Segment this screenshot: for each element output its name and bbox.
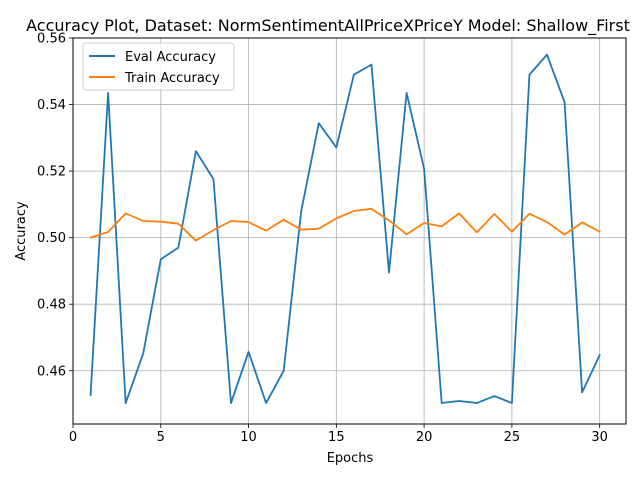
y-tick-label: 0.50 bbox=[37, 231, 66, 246]
chart-title: Accuracy Plot, Dataset: NormSentimentAll… bbox=[26, 16, 630, 36]
y-tick-label: 0.48 bbox=[37, 298, 66, 313]
series-line-eval-accuracy bbox=[89, 53, 601, 404]
x-tick-label: 5 bbox=[157, 430, 165, 445]
grid-lines bbox=[72, 37, 626, 424]
legend-box bbox=[82, 42, 235, 91]
x-tick-label: 25 bbox=[504, 430, 521, 445]
legend-label-train: Train Accuracy bbox=[124, 71, 220, 86]
x-tick-label: 30 bbox=[591, 430, 608, 445]
y-axis-label: Accuracy bbox=[14, 201, 29, 261]
plot-frame bbox=[72, 37, 627, 425]
y-tick-label: 0.54 bbox=[37, 98, 66, 113]
y-tick-label: 0.46 bbox=[37, 364, 66, 379]
y-tick-label: 0.56 bbox=[37, 32, 66, 47]
series-line-train-accuracy bbox=[89, 207, 601, 242]
x-axis-ticks: 0 5 10 15 20 25 30 bbox=[69, 424, 608, 445]
x-tick-label: 10 bbox=[240, 430, 257, 445]
legend-label-eval: Eval Accuracy bbox=[125, 50, 216, 65]
x-tick-label: 20 bbox=[416, 430, 433, 445]
y-tick-label: 0.52 bbox=[37, 165, 66, 180]
legend: Eval Accuracy Train Accuracy bbox=[82, 42, 235, 91]
x-tick-label: 0 bbox=[69, 430, 77, 445]
y-axis-ticks: 0.46 0.48 0.50 0.52 0.54 0.56 bbox=[37, 32, 73, 379]
series-layer bbox=[89, 53, 601, 404]
x-axis-label: Epochs bbox=[327, 451, 374, 466]
x-tick-label: 15 bbox=[328, 430, 345, 445]
